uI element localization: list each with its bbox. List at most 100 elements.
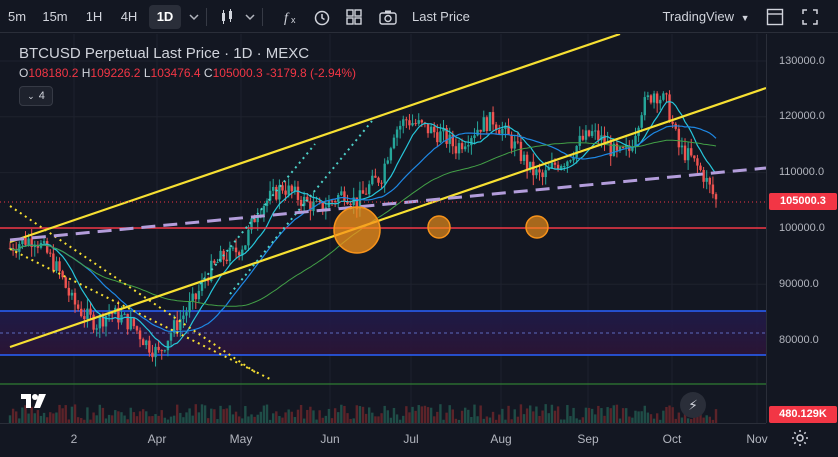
orange-marker-large (333, 206, 381, 254)
candle-body (544, 170, 547, 178)
candle-body (686, 148, 690, 161)
indicators-collapse-button[interactable]: ⌄ 4 (19, 86, 53, 106)
candle-body (36, 245, 40, 248)
volume-bar (460, 410, 464, 423)
time-tick: 2 (70, 432, 78, 446)
candle-body (442, 128, 445, 132)
volume-bar (265, 404, 269, 423)
volume-bar (253, 416, 256, 423)
dotted-cyan-lower (229, 120, 373, 295)
candle-body (590, 131, 594, 136)
candle-body (58, 261, 61, 272)
volume-bar (73, 404, 77, 423)
volume-bar (367, 407, 371, 423)
channel-upper-line (9, 34, 621, 244)
volume-bar (278, 416, 281, 423)
interval-1h[interactable]: 1H (85, 9, 103, 24)
candlesticks (8, 90, 718, 367)
camera-icon[interactable] (377, 6, 399, 28)
volume-bar (259, 411, 263, 423)
channel-lower-line (9, 86, 766, 349)
candle-body (417, 120, 420, 124)
candle-body (398, 125, 402, 130)
candle-body (151, 352, 154, 358)
candle-body (346, 201, 349, 204)
candle-body (597, 130, 600, 141)
fullscreen-icon[interactable] (799, 6, 821, 28)
candle-body (603, 135, 606, 144)
volume-bar (668, 405, 671, 423)
volume-bar (513, 409, 516, 423)
volume-bar (628, 416, 631, 423)
candle-body (101, 316, 105, 327)
volume-bar (42, 412, 46, 423)
volume-bar (498, 414, 501, 423)
volume-bar (457, 419, 461, 423)
candle-body (200, 281, 204, 291)
chevron-down-icon[interactable] (239, 6, 255, 28)
candles-icon[interactable] (217, 6, 239, 28)
candle-body (275, 186, 278, 200)
orange-marker-small-2 (525, 215, 549, 239)
time-axis[interactable]: 2 Apr May Jun Jul Aug Sep Oct Nov (0, 423, 768, 457)
volume-bar (532, 411, 535, 423)
candle-body (42, 241, 46, 243)
volume-bar (14, 411, 18, 423)
chart-pane[interactable] (0, 34, 766, 423)
volume-bar (219, 405, 222, 423)
volume-bar (649, 414, 653, 423)
volume-bar (445, 412, 448, 423)
interval-5m[interactable]: 5m (7, 9, 27, 24)
volume-bar (241, 418, 244, 423)
volume-bar (86, 407, 89, 423)
candle-body (126, 313, 129, 330)
chevron-down-icon[interactable] (183, 6, 199, 28)
volume-bar (83, 419, 86, 423)
candle-body (507, 125, 510, 135)
volume-bar (206, 418, 210, 423)
candle-body (107, 312, 111, 316)
candle-body (361, 190, 365, 194)
candle-body (355, 197, 359, 210)
branding-dropdown[interactable]: TradingView ▼ (660, 5, 752, 29)
close-label: C (203, 66, 213, 80)
candle-body (451, 134, 454, 147)
symbol-title[interactable]: BTCUSD Perpetual Last Price · 1D · MEXC (19, 45, 310, 62)
layout-icon[interactable] (764, 6, 786, 28)
gear-icon[interactable] (790, 428, 810, 448)
tradingview-logo-icon[interactable] (20, 392, 48, 410)
volume-bar (80, 418, 83, 423)
candle-body (671, 121, 674, 124)
interval-15m[interactable]: 15m (42, 9, 68, 24)
price-chart[interactable] (0, 34, 766, 423)
volume-bar (640, 411, 643, 423)
volume-bar (473, 404, 476, 423)
lightning-icon: ⚡ (688, 396, 698, 413)
candle-body (219, 250, 222, 263)
candle-body (634, 135, 637, 148)
volume-bar (467, 409, 470, 423)
candle-body (696, 158, 699, 166)
candle-body (284, 190, 287, 195)
interval-1d[interactable]: 1D (149, 5, 181, 29)
candle-body (73, 292, 77, 305)
alert-icon[interactable] (311, 6, 333, 28)
interval-4h[interactable]: 4H (120, 9, 138, 24)
price-type-dropdown[interactable]: Last Price ▼ (404, 5, 480, 47)
candle-body (553, 162, 557, 165)
candle-body (655, 93, 659, 104)
templates-icon[interactable] (343, 6, 365, 28)
candle-body (262, 206, 266, 215)
candle-body (494, 124, 498, 130)
candle-body (172, 320, 176, 333)
volume-bar (306, 409, 309, 423)
candle-body (67, 287, 71, 296)
candle-body (163, 350, 167, 352)
moving-average-line (9, 100, 717, 348)
price-axis[interactable]: 130000.0 120000.0 110000.0 100000.0 9000… (766, 34, 838, 423)
volume-bar (194, 404, 197, 423)
price-tick: 110000.0 (779, 166, 825, 178)
volume-bar (11, 408, 15, 423)
scroll-to-realtime-button[interactable]: ⚡ (680, 392, 706, 418)
